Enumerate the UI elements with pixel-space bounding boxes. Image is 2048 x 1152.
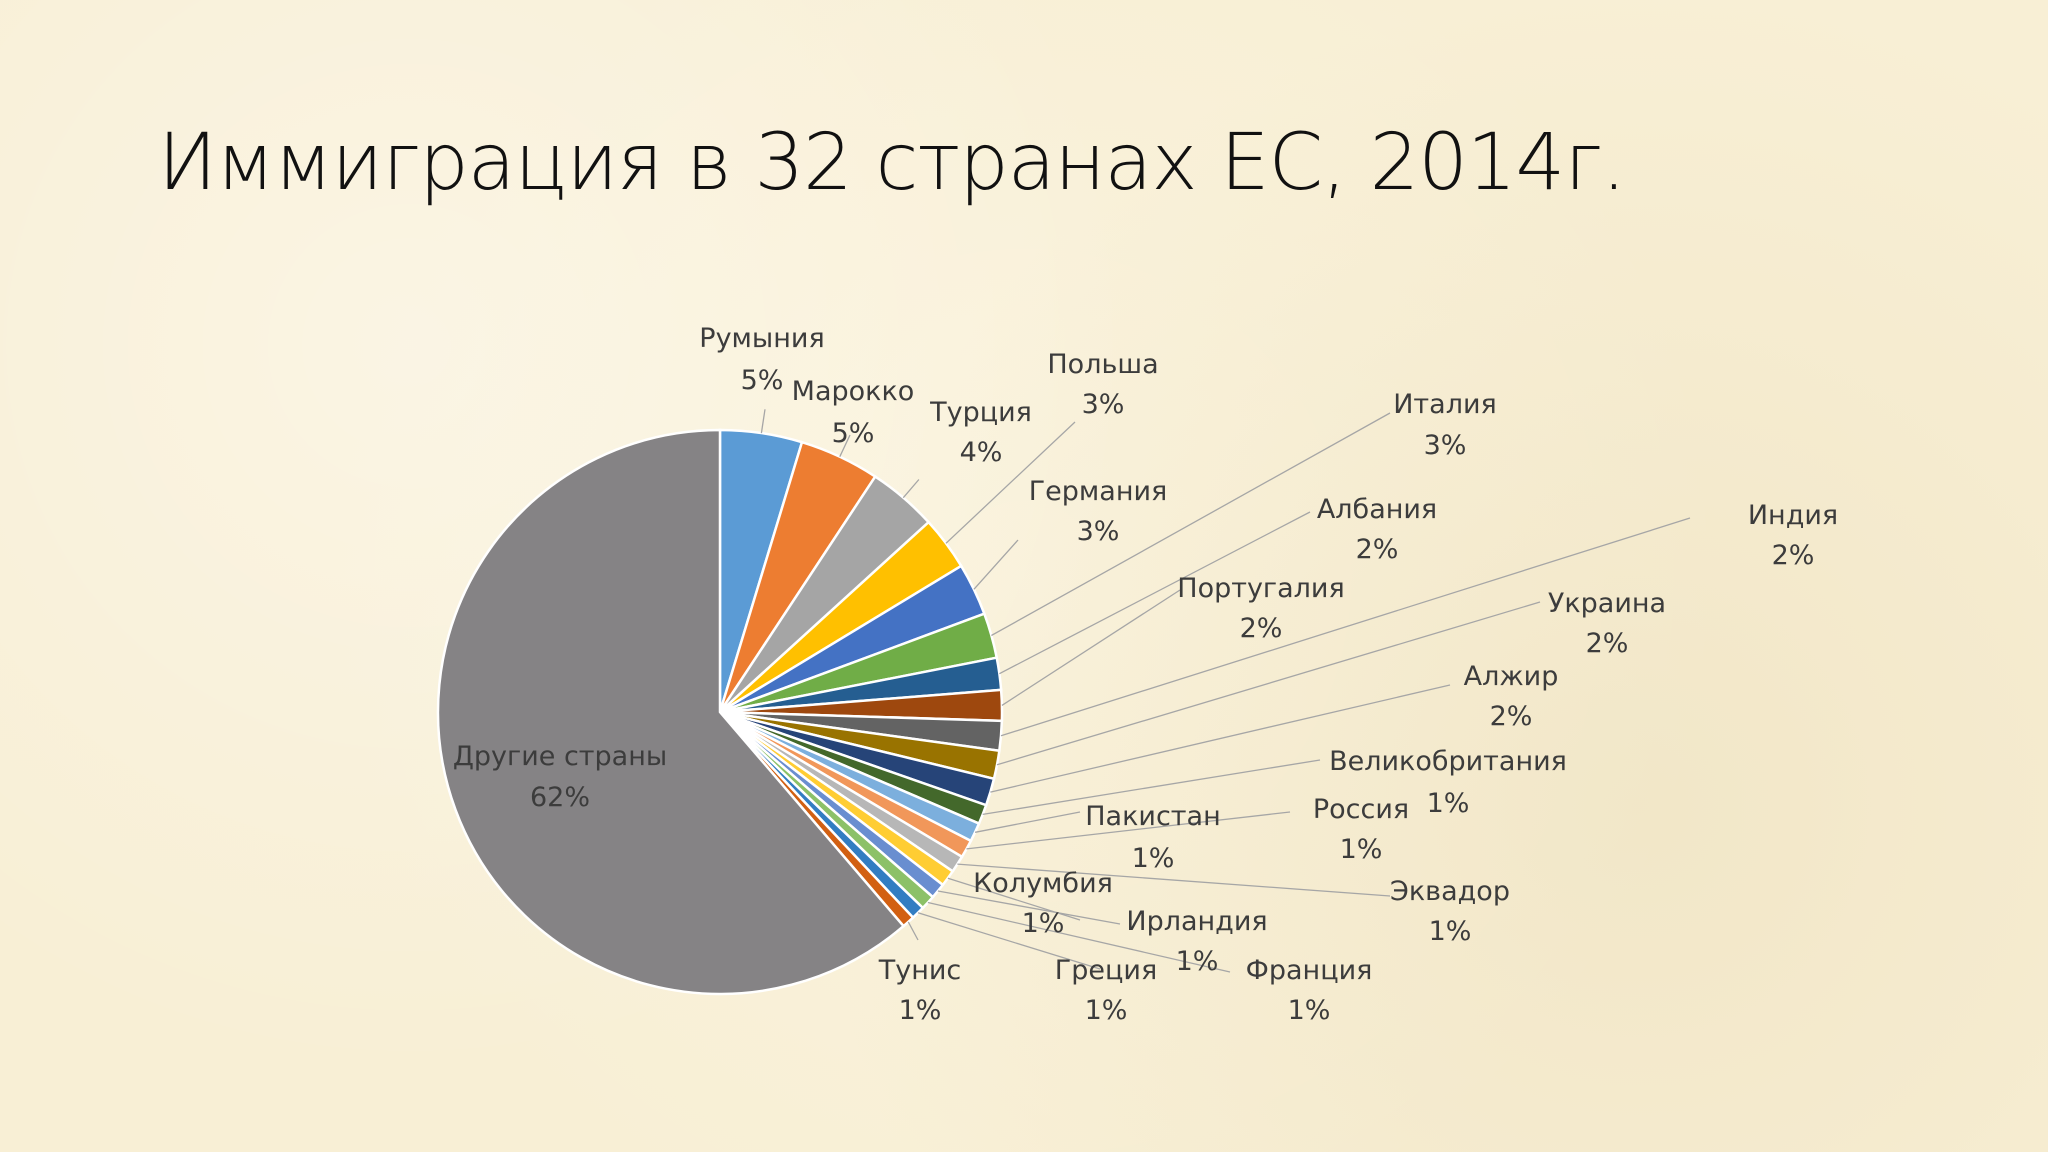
slice-label-name: Другие страны [453,741,667,772]
slice-label-name: Пакистан [1085,801,1220,832]
leader-line-4 [945,421,1076,544]
slice-label-name: Марокко [792,376,915,407]
slice-label-value: 1% [1429,916,1472,947]
slice-label-value: 2% [1240,613,1283,644]
leader-line-9 [1000,517,1691,737]
leader-line-14 [966,811,1291,850]
pie-slices [436,428,1004,996]
leader-line-7 [999,511,1311,675]
slice-label-name: Турция [929,397,1032,428]
slice-label-value: 2% [1356,534,1399,565]
leader-line-15 [957,863,1391,897]
slice-label-name: Греция [1055,955,1157,986]
slice-label-name: Польша [1047,349,1158,380]
slice-label-name: Великобритания [1329,746,1567,777]
slice-label-name: Португалия [1177,573,1344,604]
leader-line-17 [937,890,1121,925]
slice-label-value: 1% [1427,788,1470,819]
slice-label-value: 1% [1288,995,1331,1026]
slice-label-value: 3% [1424,430,1467,461]
leader-line-13 [974,811,1081,833]
leader-line-5 [973,539,1019,590]
leader-line-10 [996,601,1541,766]
slice-label-value: 4% [960,437,1003,468]
leader-line-2 [839,434,851,457]
slice-label-value: 2% [1586,628,1629,659]
slice-label-name: Алжир [1464,661,1559,692]
slice-label-name: Эквадор [1390,876,1510,907]
leader-line-19 [917,912,1101,970]
slice-label-value: 2% [1772,540,1815,571]
leader-line-18 [927,901,1231,973]
slice-label-name: Украина [1548,588,1666,619]
slide-title: Иммиграция в 32 странах ЕС, 2014г. [158,118,1626,208]
slice-label-value: 62% [530,782,590,813]
slice-label-value: 2% [1490,701,1533,732]
slice-label-name: Германия [1029,476,1168,507]
slice-label-name: Колумбия [973,868,1113,899]
slice-label-value: 1% [1176,946,1219,977]
slice-label-value: 5% [832,418,875,449]
leader-lines [760,409,1691,973]
slice-label-value: 1% [899,995,942,1026]
slice-label-value: 3% [1077,516,1120,547]
pie-slice-21 [436,428,906,996]
slice-label-value: 3% [1082,389,1125,420]
slice-label-name: Албания [1317,494,1437,525]
slice-label-value: 1% [1085,995,1128,1026]
slice-label-value: 5% [741,365,784,396]
leader-line-1 [760,409,766,434]
slice-label-name: Тунис [878,955,962,986]
leader-line-6 [991,412,1391,637]
slice-label-name: Индия [1748,500,1838,531]
slice-labels: Румыния 5% Марокко 5% Турция 4% Польша 3% Герман… [453,323,1838,1026]
leader-line-11 [990,684,1451,793]
slice-label-name: Румыния [699,323,824,354]
slice-label-value: 1% [1340,834,1383,865]
leader-line-8 [1001,589,1181,706]
leader-line-12 [982,759,1321,816]
slice-label-value: 1% [1132,843,1175,874]
slice-label-name: Франция [1246,955,1373,986]
slice-label-value: 1% [1022,908,1065,939]
leader-line-3 [902,479,920,499]
slice-label-name: Ирландия [1126,906,1267,937]
slice-label-name: Италия [1393,389,1497,420]
leader-line-20 [907,921,919,941]
slice-label-name: Россия [1313,794,1409,825]
